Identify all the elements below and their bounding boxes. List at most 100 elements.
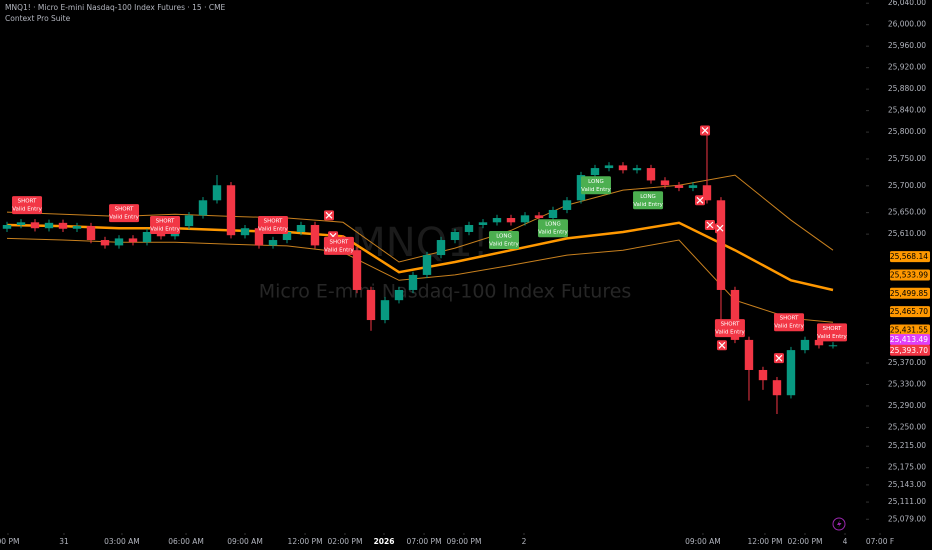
signal-text: Valid Entry (109, 215, 139, 221)
candle-body (310, 224, 320, 246)
exit-marker (704, 219, 715, 230)
candle-body (604, 165, 614, 169)
signal: LONG Valid Entry (633, 191, 664, 210)
price-label-box (890, 269, 930, 281)
x-tick-label: 12:00 PM (747, 537, 782, 546)
signal-label: SHORT (156, 218, 175, 224)
signal-label: SHORT (330, 239, 349, 245)
signal-label: SHORT (823, 326, 842, 332)
signal: SHORT Valid Entry (817, 323, 848, 342)
candle-body (156, 231, 166, 237)
signal-box (150, 215, 181, 234)
candle-body (408, 274, 418, 290)
signal-box (257, 215, 288, 234)
candle-body (44, 222, 54, 229)
watermark-subtitle: Micro E-mini Nasdaq-100 Index Futures (259, 281, 632, 303)
price-label: 25,393.70 (890, 346, 928, 355)
signal: SHORT Valid Entry (257, 215, 289, 234)
candle-body (198, 200, 208, 216)
lightning-icon[interactable] (832, 517, 846, 531)
candle-body (464, 224, 474, 232)
candle-body (380, 300, 390, 321)
x-tick-label: 06:00 AM (168, 537, 204, 546)
signal-text: Valid Entry (817, 334, 847, 340)
candle-body (800, 339, 810, 351)
x-tick-label: 00 PM (0, 537, 19, 546)
x-tick-label: 02:00 PM (327, 537, 362, 546)
signal-label: SHORT (721, 322, 740, 328)
exit-cross (325, 211, 333, 219)
candle-body (212, 185, 222, 201)
y-tick-label: 25,330.00 (888, 379, 926, 388)
y-tick-label: 25,920.00 (888, 63, 926, 72)
signal: LONG Valid Entry (580, 176, 612, 195)
signal-box (774, 313, 805, 332)
signal-text: Valid Entry (258, 226, 288, 232)
candle-body (716, 200, 726, 290)
price-label: 25,533.99 (890, 270, 928, 279)
candle-body (86, 226, 96, 241)
signal-label: SHORT (18, 199, 37, 205)
candle-body (548, 209, 558, 219)
candle-body (16, 222, 26, 225)
y-tick-label: 25,250.00 (888, 422, 926, 431)
candle-body (758, 369, 768, 381)
signal-box (633, 191, 664, 210)
candle-body (30, 222, 40, 229)
exit-marker (323, 210, 334, 221)
y-tick-label: 25,370.00 (888, 358, 926, 367)
signal: LONG Valid Entry (488, 231, 520, 250)
y-tick-label: 25,290.00 (888, 401, 926, 410)
x-tick-label: 09:00 PM (446, 537, 481, 546)
x-tick-label: 4 (843, 537, 848, 546)
candle-body (58, 222, 68, 229)
signal: LONG Valid Entry (537, 219, 569, 238)
price-label-box (890, 334, 930, 346)
candle-body (100, 240, 110, 246)
y-tick-label: 25,880.00 (888, 84, 926, 93)
x-tick-label: 03:00 AM (104, 537, 140, 546)
candle-body (744, 339, 754, 370)
price-label-box (890, 251, 930, 263)
candle-body (786, 350, 796, 396)
price-label: 25,499.85 (890, 289, 928, 298)
y-tick-label: 25,175.00 (888, 463, 926, 472)
candle-body (184, 215, 194, 227)
candle-body (436, 240, 446, 256)
price-label-box (890, 306, 930, 318)
signal-label: SHORT (264, 218, 283, 224)
y-tick-label: 26,040.00 (888, 0, 926, 7)
signal: SHORT Valid Entry (714, 319, 746, 338)
candle-body (296, 224, 306, 232)
signal: SHORT Valid Entry (323, 236, 354, 255)
candle-body (618, 165, 628, 171)
x-tick-label: 2026 (374, 537, 395, 546)
candle-body (520, 215, 530, 223)
candle-body (632, 168, 642, 171)
y-tick-label: 25,960.00 (888, 41, 926, 50)
exit-cross (696, 196, 704, 204)
candle-body (128, 238, 138, 243)
chart-title: MNQ1! · Micro E-mini Nasdaq-100 Index Fu… (5, 3, 226, 12)
signal-text: Valid Entry (715, 330, 745, 336)
exit-cross (701, 127, 709, 134)
signal: SHORT Valid Entry (109, 204, 140, 223)
y-tick-label: 25,750.00 (888, 154, 926, 163)
x-tick-label: 09:00 AM (685, 537, 721, 546)
price-label: 25,431.55 (890, 325, 928, 334)
signal-box (488, 231, 519, 250)
price-label: 25,465.70 (890, 307, 928, 316)
signal-text: Valid Entry (538, 230, 568, 236)
candle-body (688, 185, 698, 188)
candle-body (590, 168, 600, 176)
candle-body (394, 289, 404, 301)
exit-cross (716, 224, 724, 232)
candle-body (142, 231, 152, 243)
candle-body (282, 231, 292, 241)
x-tick-label: 09:00 AM (227, 537, 263, 546)
exit-cross (718, 341, 726, 349)
signal-label: LONG (545, 222, 561, 228)
x-tick-label: 12:00 PM (288, 537, 323, 546)
candle-body (674, 185, 684, 188)
